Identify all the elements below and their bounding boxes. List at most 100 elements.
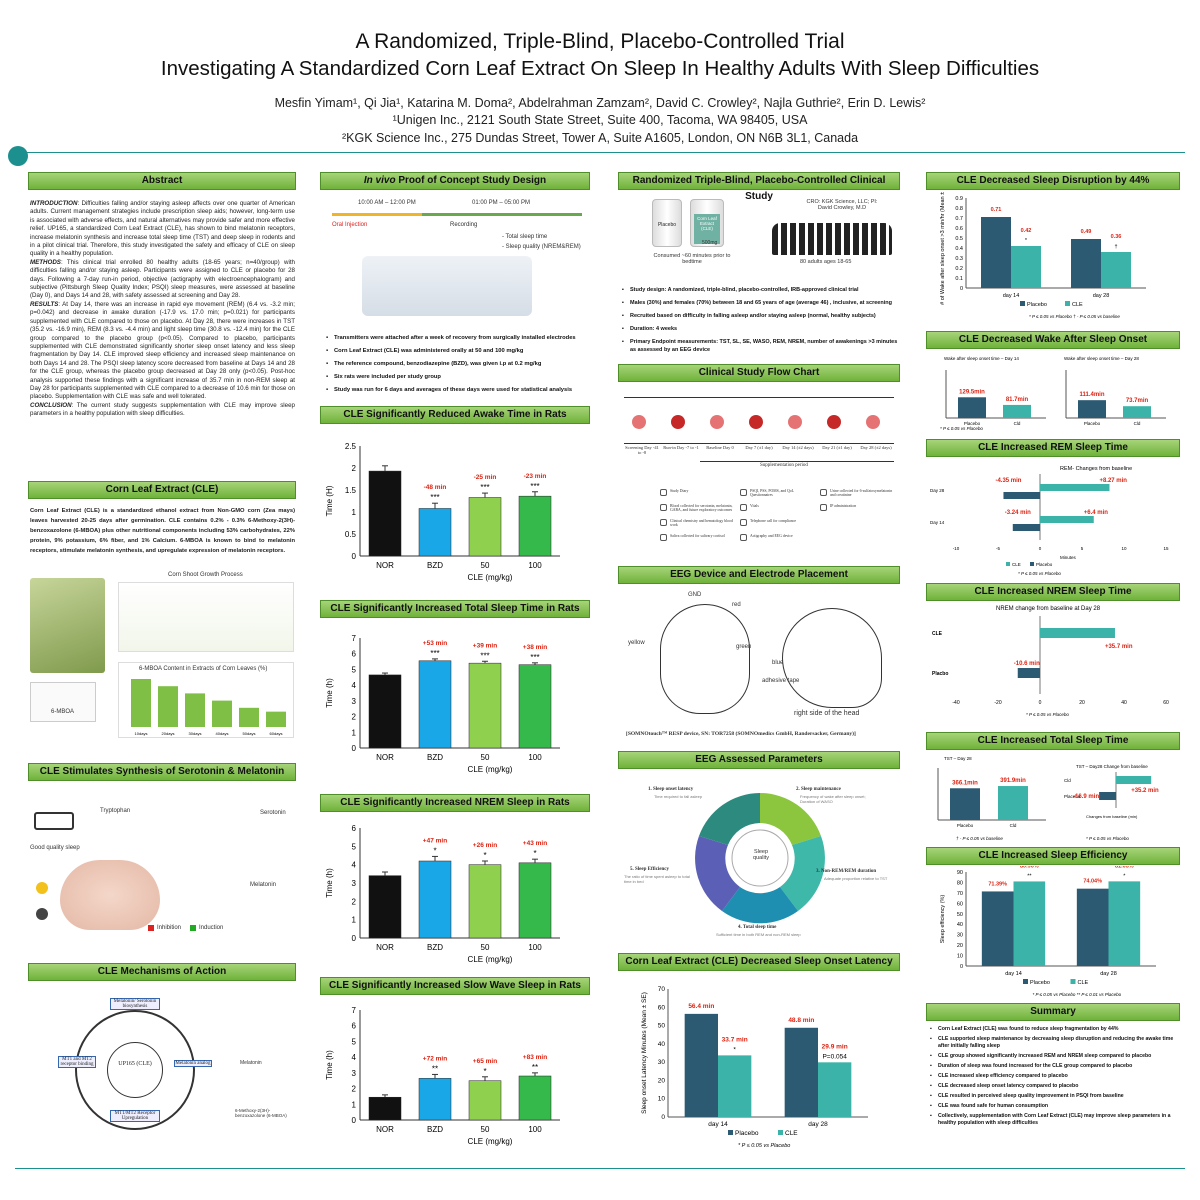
x-axis-label: CLE (mg/kg) bbox=[468, 765, 513, 774]
adhesive-tape-label: adhesive tape bbox=[762, 678, 800, 684]
y-tick-label: 1 bbox=[352, 1100, 357, 1109]
flow-top-line bbox=[624, 397, 894, 398]
tst-subtitle: TST – Day 28 bbox=[944, 756, 972, 761]
legend-cle-label: CLE bbox=[1012, 562, 1021, 567]
significance-mark: P=0.054 bbox=[822, 1053, 847, 1060]
invivo-bullet: Transmitters were attached after a week … bbox=[326, 334, 591, 342]
inhibition-icon bbox=[148, 925, 154, 931]
x-axis-label: Minutes bbox=[1060, 555, 1077, 560]
summary-item: CLE group showed significantly increased… bbox=[930, 1053, 1180, 1060]
poster-title-line2: Investigating A Standardized Corn Leaf E… bbox=[160, 57, 1040, 80]
x-tick-label: Cld bbox=[1010, 823, 1017, 828]
footnote: * P ≤ 0.05 vs Placebo bbox=[940, 426, 983, 431]
x-tick-label: 50 bbox=[481, 1125, 490, 1134]
inhibition-label: Inhibition bbox=[157, 925, 182, 931]
y-tick-label: 10 bbox=[957, 954, 963, 960]
y-tick-label: 40 bbox=[658, 1041, 666, 1048]
x-tick-label: BZD bbox=[427, 1125, 443, 1134]
tst-value-label: 366.1min bbox=[952, 780, 978, 786]
legend-placebo-label: Placebo bbox=[735, 1130, 759, 1137]
param-2: 2. Sleep maintenance bbox=[796, 787, 841, 792]
change-label: +47 min bbox=[423, 837, 447, 844]
significance-mark: *** bbox=[530, 653, 539, 662]
rat-recording-illustration bbox=[362, 256, 532, 316]
nrem-value-label: -10.6 min bbox=[1014, 661, 1040, 667]
bar bbox=[368, 674, 402, 749]
param-4-desc: Sufficient time in both REM and non-REM … bbox=[716, 932, 801, 937]
section-header-nrem-rats: CLE Significantly Increased NREM Sleep i… bbox=[320, 794, 590, 812]
awake-time-chart: 0 0.5 1 1.5 2 2.5 Time (H) NOR BZD *** -48 min 50 **… bbox=[325, 442, 560, 582]
flow-visit-label: Run-in Day -7 to -1 bbox=[663, 445, 699, 450]
mboa-chart-box: 6-MBOA Content in Extracts of Corn Leave… bbox=[118, 662, 294, 738]
row-label: Cld bbox=[1064, 778, 1071, 783]
rem-chart: REM- Changes from baseline Day 28 +8.27 mi… bbox=[930, 466, 1169, 576]
consumed-note: Consumed ~60 minutes prior to bedtime bbox=[653, 253, 731, 265]
y-tick-label: 3 bbox=[352, 697, 357, 706]
bar bbox=[418, 1078, 452, 1121]
gnd-label: GND bbox=[688, 592, 702, 598]
y-axis-label: # of Wake after sleep onset >3 min/hr (M… bbox=[940, 192, 946, 305]
flow-legend-icon bbox=[660, 489, 667, 496]
mboa-bar bbox=[185, 693, 205, 727]
clinical-design-illustration: Placebo Corn Leaf Extract (CLE) 500mg Co… bbox=[622, 193, 900, 281]
y-tick-label: 0.9 bbox=[955, 196, 963, 202]
cle-bar bbox=[1108, 881, 1141, 966]
x-tick-label: 50 bbox=[481, 753, 490, 762]
row-label: CLE bbox=[932, 631, 943, 637]
summary-item: Duration of sleep was found increased fo… bbox=[930, 1063, 1180, 1070]
legend-cle-label: CLE bbox=[1072, 302, 1083, 308]
bar bbox=[518, 1075, 552, 1121]
section-header-mechanisms: CLE Mechanisms of Action bbox=[28, 963, 296, 981]
section-header-sws-rats: CLE Significantly Increased Slow Wave Sl… bbox=[320, 977, 590, 995]
significance-mark: * bbox=[483, 851, 486, 860]
methods-text: : This clinical trial enrolled 80 health… bbox=[30, 258, 295, 300]
flow-legend-icon bbox=[660, 519, 667, 526]
x-tick-label: -5 bbox=[996, 546, 1000, 551]
right-side-label: right side of the head bbox=[794, 710, 860, 717]
cle-value-label: 29.9 min bbox=[822, 1043, 848, 1050]
flow-visit-icon bbox=[632, 415, 646, 429]
placebo-bar bbox=[1078, 400, 1106, 418]
green-label: green bbox=[736, 644, 752, 650]
flow-visit-label: Day 7 (±1 day) bbox=[745, 445, 773, 450]
corn-leaf-text: Corn Leaf Extract (CLE) is a standardize… bbox=[30, 508, 295, 554]
flow-visit-label: Baseline Day 0 bbox=[706, 445, 734, 450]
flow-legend-item: Vitals bbox=[740, 504, 816, 511]
adults-note: 80 adults ages 18-65 bbox=[800, 259, 852, 265]
mechanism-left: MT1 and MT2 receptor binding bbox=[58, 1056, 96, 1068]
invivo-bullet: The reference compound, benzodiazepine (… bbox=[326, 360, 591, 368]
invivo-bullet: Corn Leaf Extract (CLE) was administered… bbox=[326, 347, 591, 355]
legend-cle-label: CLE bbox=[1078, 980, 1089, 986]
x-tick-label: day 28 bbox=[1093, 293, 1110, 299]
bar bbox=[518, 495, 552, 557]
x-tick-label: 50 bbox=[481, 561, 490, 570]
brain-illustration bbox=[60, 860, 160, 930]
sun-icon bbox=[36, 882, 48, 894]
change-label: -25 min bbox=[474, 474, 497, 481]
y-tick-label: 0 bbox=[352, 552, 357, 561]
cle-bar bbox=[1040, 628, 1115, 638]
melatonin-molecule-label: Melatonin bbox=[240, 1060, 262, 1066]
section-header-disruption: CLE Decreased Sleep Disruption by 44% bbox=[926, 172, 1180, 190]
param-5-desc: The ratio of time spent asleep to total … bbox=[624, 874, 690, 884]
x-tick-label: Cld bbox=[1134, 421, 1141, 426]
x-tick-label: 100 bbox=[528, 943, 542, 952]
melatonin-label: Melatonin bbox=[250, 882, 277, 888]
timeline-recording bbox=[422, 213, 582, 216]
x-tick-label: NOR bbox=[376, 753, 394, 762]
summary-item: CLE supported sleep maintenance by decre… bbox=[930, 1036, 1180, 1050]
x-tick-label: Placebo bbox=[1084, 421, 1101, 426]
conclusion-label: CONCLUSION bbox=[30, 401, 72, 409]
section-header-onset: Corn Leaf Extract (CLE) Decreased Sleep … bbox=[618, 953, 900, 971]
summary-item: Corn Leaf Extract (CLE) was found to red… bbox=[930, 1026, 1180, 1033]
x-tick-label: Placebo bbox=[957, 823, 974, 828]
param-1-desc: Time required to fall asleep bbox=[654, 794, 703, 799]
section-header-tst: CLE Increased Total Sleep Time bbox=[926, 732, 1180, 750]
param-5: 5. Sleep Efficiency bbox=[630, 867, 670, 872]
flow-legend-item: Clinical chemistry and hematology blood … bbox=[660, 519, 736, 527]
cle-value-label: 81.03% bbox=[1115, 866, 1134, 869]
serotonin-pathway-diagram: Good quality sleep Tryptophan Serotonin … bbox=[30, 790, 295, 940]
bar bbox=[468, 864, 502, 939]
bed-icon bbox=[34, 812, 74, 830]
significance-mark: * bbox=[1025, 238, 1028, 244]
